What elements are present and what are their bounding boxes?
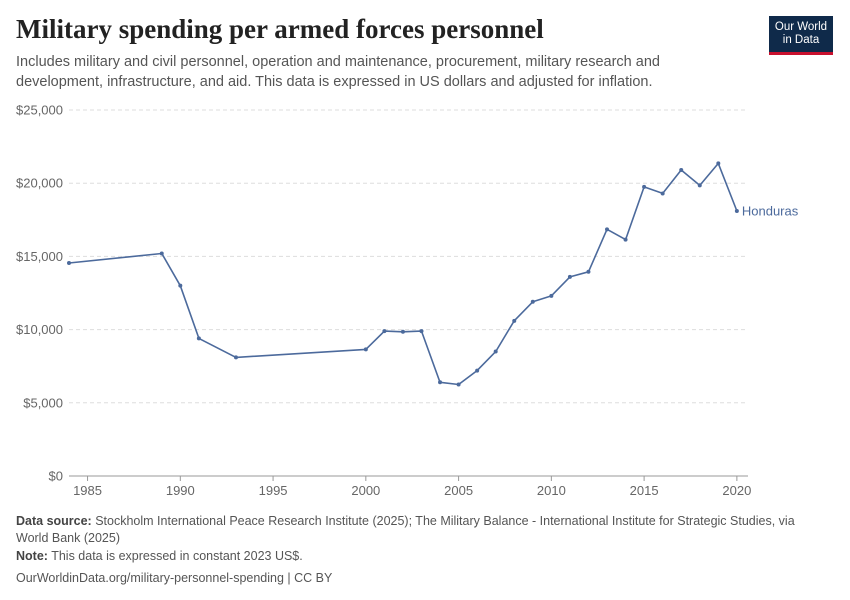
y-tick-label: $15,000 [16, 249, 63, 264]
data-point[interactable] [679, 168, 684, 173]
note-text: This data is expressed in constant 2023 … [51, 549, 303, 563]
data-point[interactable] [512, 318, 517, 323]
data-point[interactable] [196, 336, 201, 341]
x-tick-label: 2000 [351, 483, 380, 498]
chart-note: Note: This data is expressed in constant… [16, 548, 303, 565]
y-tick-label: $20,000 [16, 176, 63, 191]
data-point[interactable] [567, 274, 572, 279]
owid-logo[interactable]: Our World in Data [769, 16, 833, 55]
data-point[interactable] [734, 209, 739, 214]
data-point[interactable] [363, 347, 368, 352]
x-axis-tick-labels: 1985 1990 1995 2000 2005 2010 2015 2020 [73, 483, 751, 498]
data-point[interactable] [530, 299, 535, 304]
logo-line-1: Our World [774, 21, 828, 33]
series-line-honduras[interactable] [68, 162, 738, 386]
data-point[interactable] [605, 227, 610, 232]
x-tick-label: 1995 [259, 483, 288, 498]
source-url[interactable]: OurWorldinData.org/military-personnel-sp… [16, 571, 333, 585]
data-point[interactable] [159, 251, 164, 256]
data-source-text: Stockholm International Peace Research I… [16, 514, 795, 545]
data-point[interactable] [419, 329, 424, 334]
chart-subtitle: Includes military and civil personnel, o… [16, 54, 660, 90]
data-point[interactable] [493, 349, 498, 354]
data-point[interactable] [438, 380, 443, 385]
x-tick-label: 2005 [444, 483, 473, 498]
logo-line-2: in Data [782, 34, 820, 46]
x-tick-label: 2020 [722, 483, 751, 498]
data-point[interactable] [586, 269, 591, 274]
data-point[interactable] [623, 237, 628, 242]
data-point[interactable] [400, 329, 405, 334]
data-point[interactable] [475, 368, 480, 373]
note-label: Note: [16, 549, 48, 563]
y-tick-label: $5,000 [23, 395, 63, 410]
data-point[interactable] [382, 329, 387, 334]
x-axis [69, 475, 748, 481]
data-point[interactable] [233, 355, 238, 360]
x-tick-label: 1990 [166, 483, 195, 498]
data-point[interactable] [549, 293, 554, 298]
series-label: Honduras [742, 204, 799, 219]
data-source: Data source: Stockholm International Pea… [16, 513, 826, 547]
y-tick-label: $25,000 [16, 103, 63, 118]
y-tick-label: $0 [49, 469, 63, 484]
data-point[interactable] [178, 283, 183, 288]
series-layer: Honduras [67, 161, 799, 387]
data-point[interactable] [660, 191, 665, 196]
data-point[interactable] [642, 184, 647, 189]
data-source-label: Data source: [16, 514, 92, 528]
grid-lines [69, 109, 748, 404]
x-tick-label: 1985 [73, 483, 102, 498]
data-point[interactable] [456, 382, 461, 387]
chart-title: Military spending per armed forces perso… [16, 14, 544, 44]
data-point[interactable] [67, 260, 71, 265]
x-tick-label: 2015 [630, 483, 659, 498]
data-point[interactable] [697, 183, 702, 188]
data-point[interactable] [716, 161, 721, 166]
x-tick-label: 2010 [537, 483, 566, 498]
y-tick-label: $10,000 [16, 322, 63, 337]
y-axis-tick-labels: $0 $5,000 $10,000 $15,000 $20,000 $25,000 [16, 103, 63, 484]
